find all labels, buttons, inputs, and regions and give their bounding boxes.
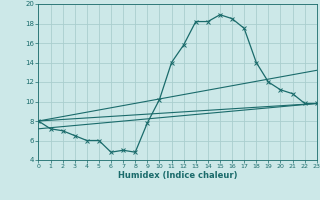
X-axis label: Humidex (Indice chaleur): Humidex (Indice chaleur) — [118, 171, 237, 180]
